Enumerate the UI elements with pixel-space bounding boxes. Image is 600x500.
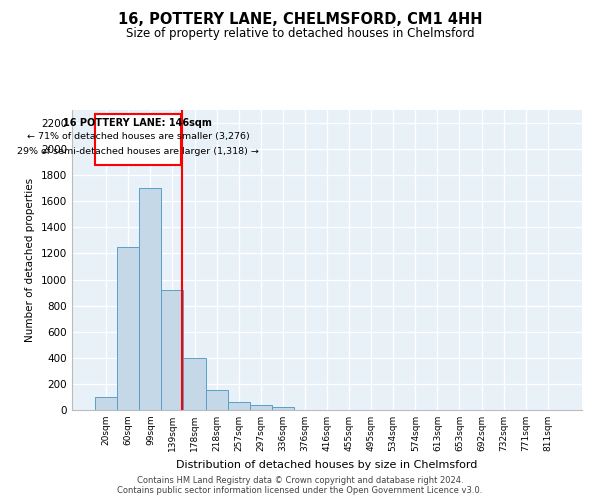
Text: 16, POTTERY LANE, CHELMSFORD, CM1 4HH: 16, POTTERY LANE, CHELMSFORD, CM1 4HH (118, 12, 482, 28)
X-axis label: Distribution of detached houses by size in Chelmsford: Distribution of detached houses by size … (176, 460, 478, 469)
Text: Contains HM Land Registry data © Crown copyright and database right 2024.: Contains HM Land Registry data © Crown c… (137, 476, 463, 485)
Y-axis label: Number of detached properties: Number of detached properties (25, 178, 35, 342)
Text: 16 POTTERY LANE: 146sqm: 16 POTTERY LANE: 146sqm (64, 118, 212, 128)
Bar (139, 188, 161, 410)
Text: Contains public sector information licensed under the Open Government Licence v3: Contains public sector information licen… (118, 486, 482, 495)
Bar (117, 247, 139, 410)
Bar (250, 406, 272, 410)
Text: Size of property relative to detached houses in Chelmsford: Size of property relative to detached ho… (125, 28, 475, 40)
Bar (206, 390, 227, 410)
Bar (95, 114, 181, 165)
Text: 29% of semi-detached houses are larger (1,318) →: 29% of semi-detached houses are larger (… (17, 147, 259, 156)
Bar (161, 290, 184, 410)
Text: ← 71% of detached houses are smaller (3,276): ← 71% of detached houses are smaller (3,… (26, 132, 249, 141)
Bar (227, 402, 250, 410)
Bar (184, 358, 206, 410)
Bar (95, 397, 117, 410)
Bar (272, 406, 294, 410)
